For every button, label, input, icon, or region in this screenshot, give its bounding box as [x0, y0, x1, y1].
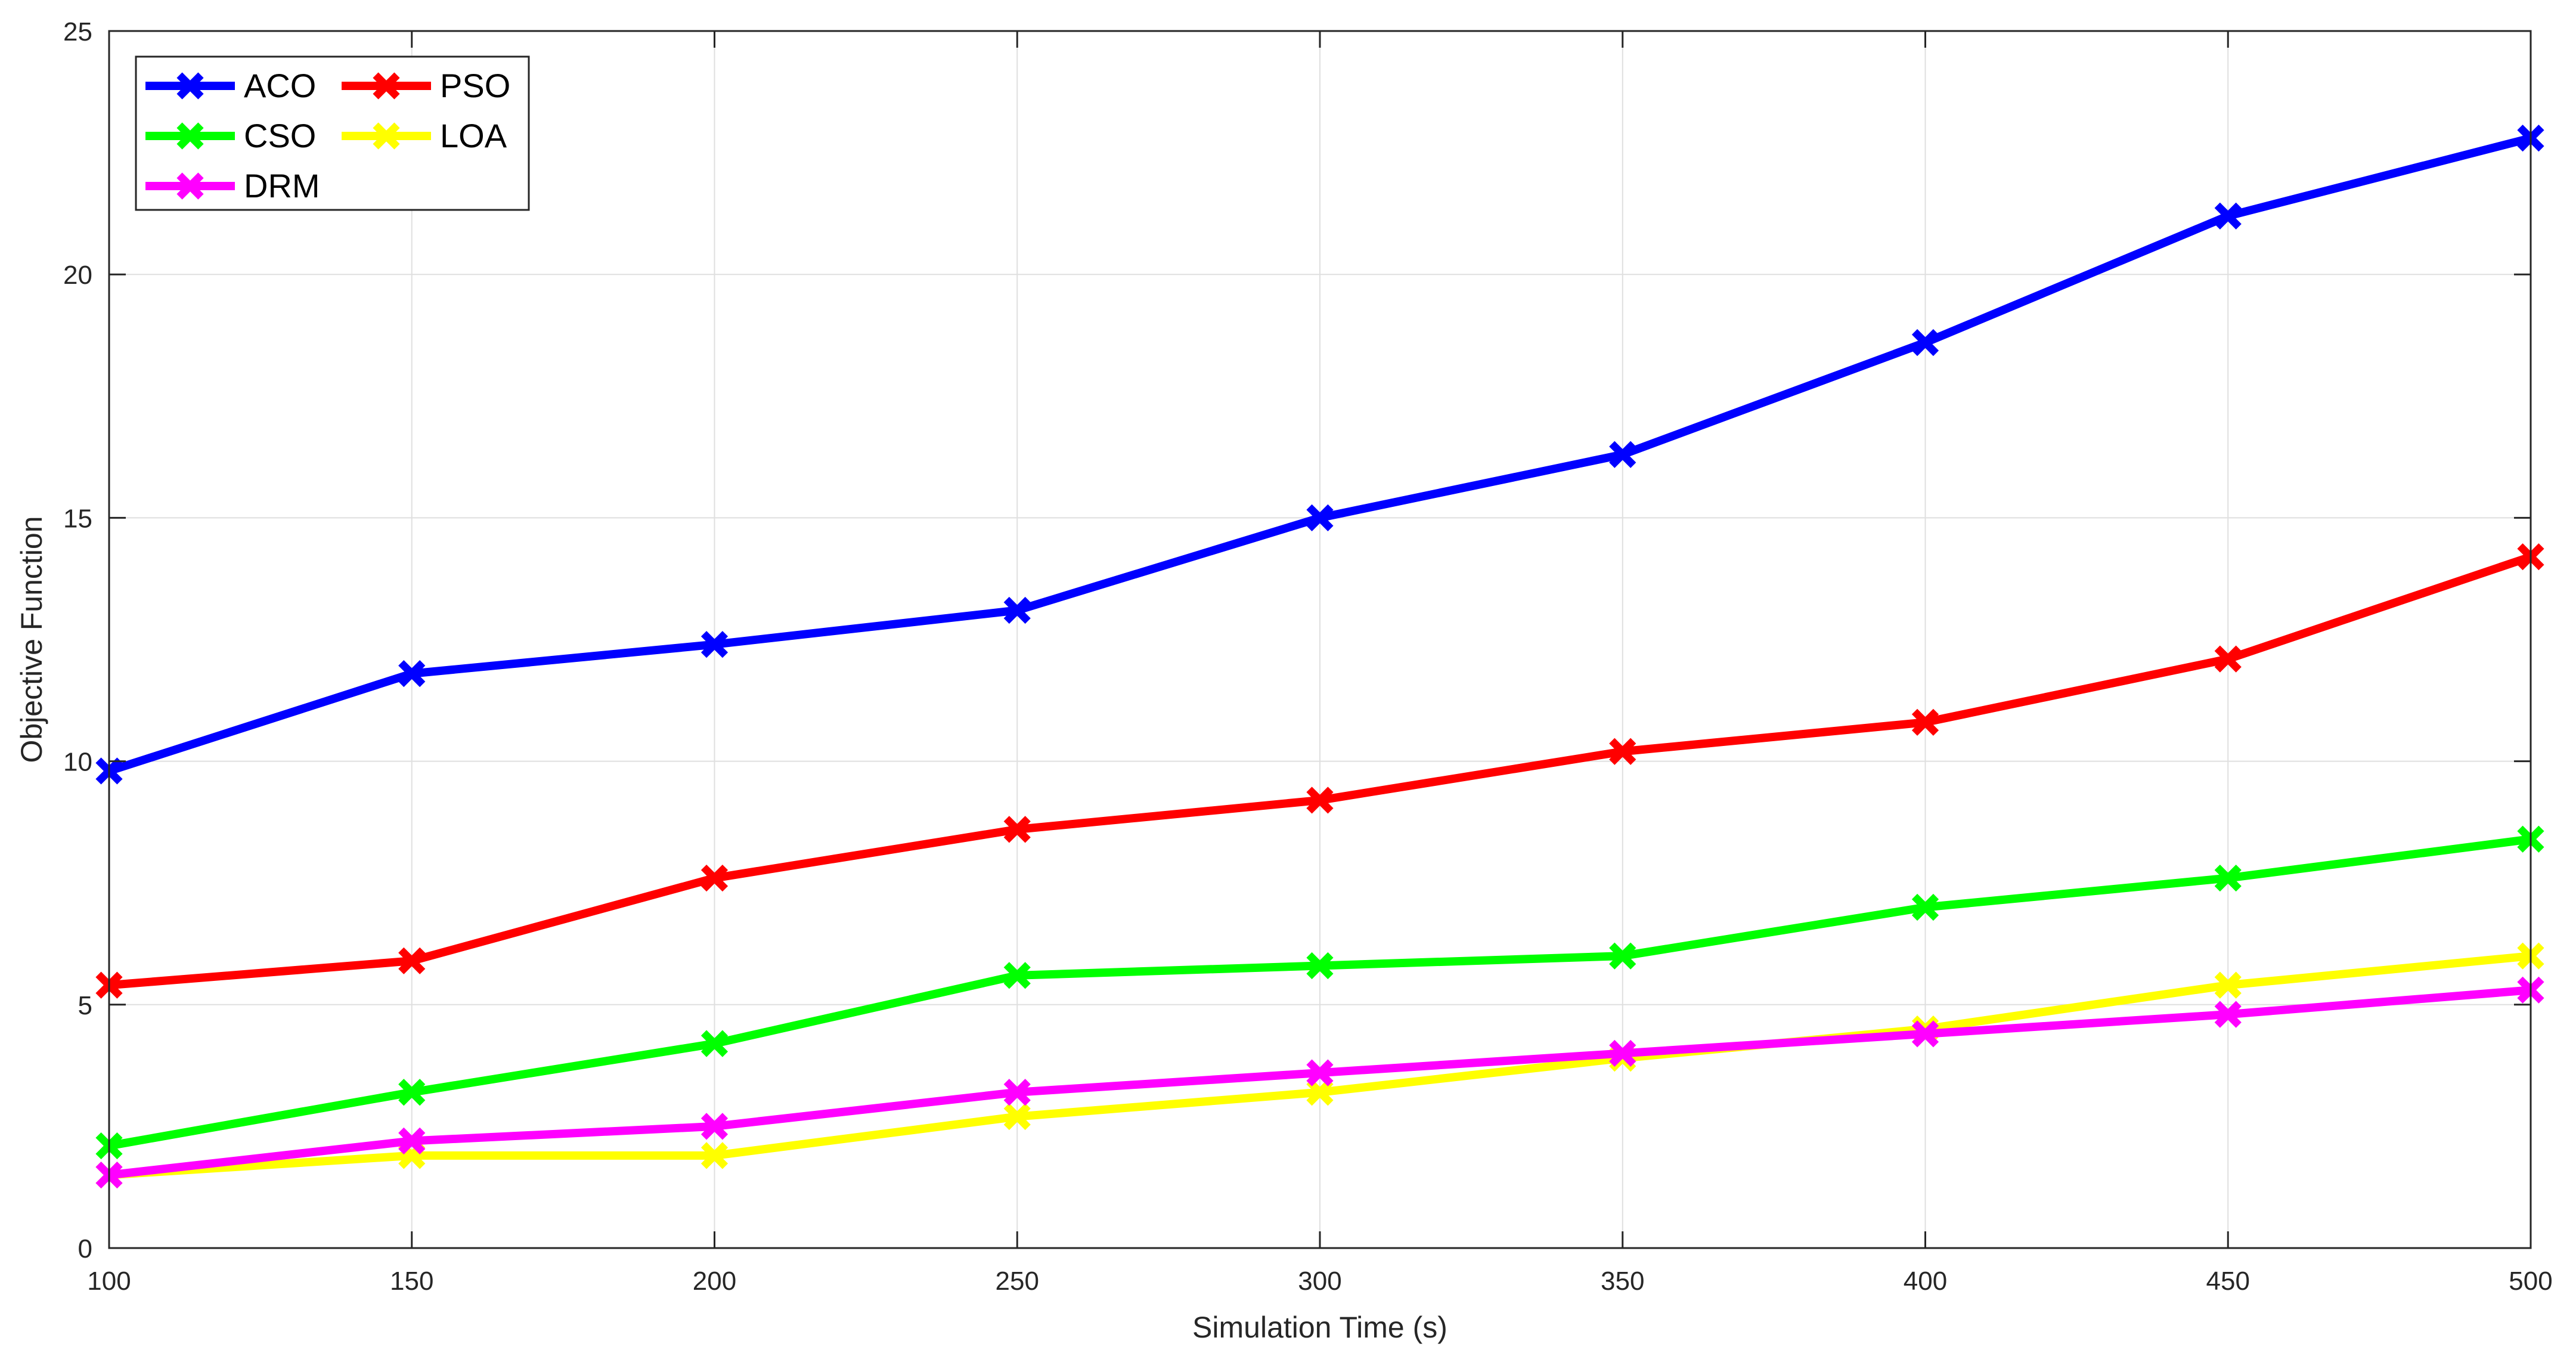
data-point	[2214, 202, 2242, 230]
data-point	[1609, 738, 1636, 765]
series-aco	[95, 125, 2544, 785]
data-point	[2214, 645, 2242, 673]
x-tick-label: 450	[2206, 1267, 2250, 1296]
series-pso	[95, 543, 2544, 999]
data-point	[2214, 864, 2242, 892]
x-tick-label: 350	[1601, 1267, 1644, 1296]
y-tick-label: 15	[63, 504, 92, 533]
data-point	[398, 1127, 426, 1154]
legend-marker	[373, 122, 400, 150]
legend-label: CSO	[244, 117, 316, 154]
data-point	[1911, 329, 1939, 357]
axis-ticks: 100 150 200 250 300 350 400 450 500 0 5 10 15 20 25	[63, 17, 2553, 1296]
y-tick-label: 5	[78, 991, 92, 1020]
legend-marker	[176, 122, 204, 150]
x-tick-label: 100	[87, 1267, 131, 1296]
data-point	[1609, 942, 1636, 970]
legend-label: ACO	[244, 67, 316, 104]
x-tick-label: 200	[693, 1267, 736, 1296]
data-point	[398, 660, 426, 688]
x-tick-label: 400	[1904, 1267, 1947, 1296]
data-point	[1911, 1020, 1939, 1048]
data-point	[1003, 1103, 1031, 1131]
data-point	[1911, 708, 1939, 736]
data-point	[1306, 952, 1334, 980]
legend-label: DRM	[244, 167, 320, 205]
data-point	[2214, 1001, 2242, 1028]
legend-marker	[176, 172, 204, 200]
legend-marker	[373, 72, 400, 100]
data-point	[1003, 816, 1031, 843]
legend-label: LOA	[440, 117, 507, 154]
y-tick-label: 0	[78, 1234, 92, 1264]
data-point	[398, 1079, 426, 1106]
x-tick-label: 500	[2509, 1267, 2552, 1296]
legend-item-pso: PSO	[342, 67, 510, 104]
legend-item-aco: ACO	[145, 67, 316, 104]
y-tick-label: 25	[63, 17, 92, 47]
data-point	[1911, 893, 1939, 921]
data-point	[700, 864, 729, 892]
x-tick-label: 150	[390, 1267, 433, 1296]
legend-item-cso: CSO	[145, 117, 316, 154]
data-point	[700, 1113, 729, 1140]
legend-marker	[176, 72, 204, 100]
data-point	[2214, 971, 2242, 999]
data-point	[1306, 1059, 1334, 1086]
y-tick-label: 10	[63, 748, 92, 777]
data-point	[1306, 787, 1334, 814]
data-point	[700, 1030, 729, 1057]
series-drm	[95, 976, 2544, 1189]
x-tick-label: 250	[996, 1267, 1039, 1296]
y-tick-label: 20	[63, 261, 92, 290]
data-point	[1609, 441, 1636, 468]
data-point	[1003, 1079, 1031, 1106]
data-point	[1003, 596, 1031, 624]
data-point	[1609, 1039, 1636, 1067]
legend-item-loa: LOA	[342, 117, 507, 154]
legend-item-drm: DRM	[145, 167, 320, 205]
data-point	[398, 947, 426, 974]
x-tick-label: 300	[1298, 1267, 1341, 1296]
data-point	[1003, 962, 1031, 989]
data-point	[700, 631, 729, 658]
legend: ACO PSO CSO LOA DRM	[135, 55, 530, 211]
y-axis-label: Objective Function	[15, 516, 48, 763]
data-point	[1306, 504, 1334, 531]
x-axis-label: Simulation Time (s)	[1192, 1311, 1447, 1344]
legend-label: PSO	[440, 67, 510, 104]
data-point	[700, 1142, 729, 1169]
